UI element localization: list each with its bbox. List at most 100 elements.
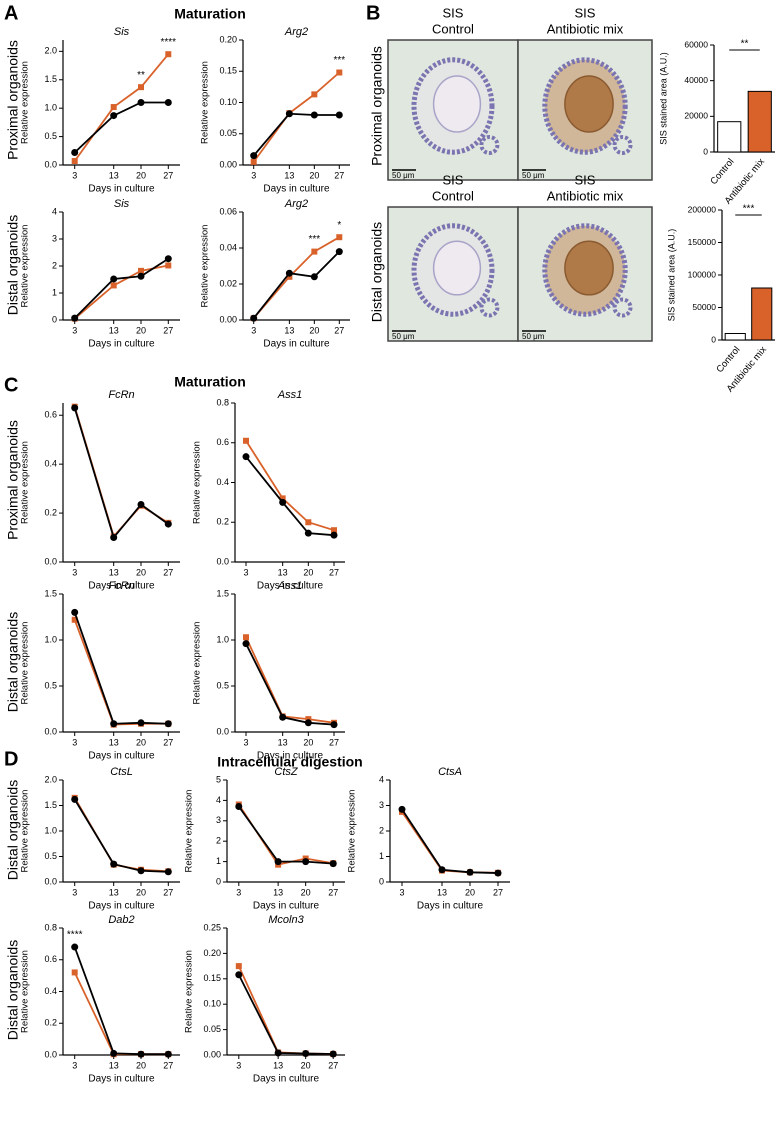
data-point <box>285 269 293 277</box>
x-tick-label: 3 <box>72 170 77 180</box>
data-point <box>311 91 318 98</box>
bar <box>717 121 742 153</box>
data-point <box>243 634 249 641</box>
chart-title: Ass1 <box>277 389 302 401</box>
y-tick-label: 0 <box>216 876 221 886</box>
x-tick-label: 20 <box>136 170 146 180</box>
y-tick-label: 0.6 <box>44 410 57 420</box>
series-line <box>237 974 334 1055</box>
data-point <box>71 404 79 412</box>
series-line <box>245 636 335 724</box>
y-tick-label: 0.2 <box>44 1018 57 1028</box>
y-axis-label: SIS stained area (A.U.) <box>658 52 668 145</box>
x-tick-label: 20 <box>465 887 475 897</box>
significance: * <box>337 220 341 231</box>
tissue-bud <box>479 297 500 318</box>
x-axis-label: Days in culture <box>253 901 320 912</box>
x-tick-label: 20 <box>136 325 146 335</box>
y-tick-label: 0.02 <box>219 278 237 288</box>
y-tick-label: 3 <box>52 233 57 243</box>
scale-bar-label: 50 μm <box>522 332 545 341</box>
data-point <box>71 608 79 616</box>
y-tick-label: 1.0 <box>44 103 57 113</box>
image-label: Antibiotic mix <box>547 21 624 36</box>
x-tick-label: 3 <box>72 887 77 897</box>
row-label: Distal organoids <box>5 612 21 712</box>
series-line <box>401 811 499 874</box>
data-point <box>110 534 118 542</box>
scale-bar-label: 50 μm <box>392 332 415 341</box>
tissue-inner <box>432 75 482 133</box>
x-tick-label: 27 <box>163 170 173 180</box>
y-tick-label: 0.00 <box>203 1049 221 1059</box>
y-axis-label: SIS stained area (A.U.) <box>666 229 676 322</box>
data-point <box>335 248 343 256</box>
data-point <box>279 713 287 721</box>
y-tick-label: 3 <box>216 815 221 825</box>
data-point <box>310 111 318 119</box>
y-tick-label: 0.4 <box>44 986 57 996</box>
row-label: Proximal organoids <box>5 420 21 540</box>
y-tick-label: 0.10 <box>203 999 221 1009</box>
chart-title: FcRn <box>108 580 134 592</box>
data-point <box>110 275 118 283</box>
x-tick-label: 27 <box>163 737 173 747</box>
x-tick-label: 27 <box>328 1060 338 1070</box>
y-tick-label: 0 <box>703 146 708 156</box>
y-axis-label: Relative expression <box>347 790 358 873</box>
y-axis-label: Relative expression <box>20 61 31 144</box>
data-point <box>304 719 312 727</box>
series-line <box>73 406 169 539</box>
x-tick-label: 3 <box>72 737 77 747</box>
row-label: Distal organoids <box>5 780 21 880</box>
y-tick-label: 0.10 <box>219 97 237 107</box>
tissue-inner <box>564 240 614 296</box>
y-tick-label: 0.2 <box>44 507 57 517</box>
y-axis-label: Relative expression <box>20 441 31 524</box>
data-point <box>302 858 310 866</box>
y-tick-label: 0 <box>711 334 716 344</box>
x-tick-label: 13 <box>278 567 288 577</box>
x-tick-label: 3 <box>251 325 256 335</box>
y-tick-label: 0.20 <box>203 948 221 958</box>
x-axis-label: Days in culture <box>257 581 324 592</box>
chart-title: Sis <box>114 26 130 38</box>
series-line <box>73 619 169 726</box>
data-point <box>305 519 312 526</box>
y-tick-label: 0.0 <box>216 556 229 566</box>
series-line <box>238 805 334 865</box>
data-point <box>274 858 282 866</box>
x-tick-label: 27 <box>163 325 173 335</box>
data-point <box>398 805 406 813</box>
chart-title: Mcoln3 <box>268 914 304 926</box>
data-point <box>110 104 117 111</box>
chart-title: FcRn <box>108 389 134 401</box>
x-tick-label: 13 <box>109 170 119 180</box>
y-tick-label: 1.0 <box>44 825 57 835</box>
y-tick-label: 0.6 <box>44 954 57 964</box>
series-line <box>73 407 169 540</box>
data-point <box>250 314 258 322</box>
data-point <box>305 716 312 723</box>
data-point <box>71 616 78 623</box>
x-tick-label: 27 <box>334 170 344 180</box>
y-tick-label: 0.20 <box>219 34 237 44</box>
y-tick-label: 4 <box>379 774 384 784</box>
y-tick-label: 0.0 <box>44 726 57 736</box>
series-line <box>74 101 169 154</box>
y-tick-label: 4 <box>52 206 57 216</box>
panel-label: B <box>366 2 380 24</box>
x-axis-label: Days in culture <box>417 901 484 912</box>
data-point <box>137 99 145 106</box>
chart-title: CtsZ <box>274 766 299 778</box>
x-tick-label: 13 <box>109 325 119 335</box>
x-axis-label: Days in culture <box>88 339 155 350</box>
data-point <box>71 314 79 322</box>
y-tick-label: 0.0 <box>44 1049 57 1059</box>
series-line <box>73 612 169 725</box>
y-tick-label: 0.2 <box>216 517 229 527</box>
y-axis-label: Relative expression <box>20 790 31 873</box>
x-tick-label: 27 <box>163 1060 173 1070</box>
x-tick-label: 20 <box>136 737 146 747</box>
